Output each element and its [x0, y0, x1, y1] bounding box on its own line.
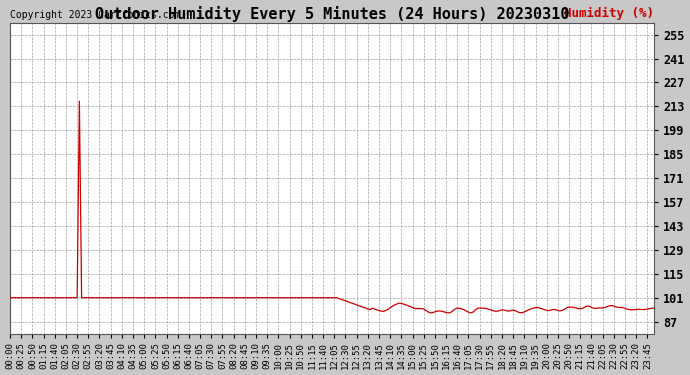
Text: Humidity (%): Humidity (%) — [564, 6, 654, 20]
Title: Outdoor Humidity Every 5 Minutes (24 Hours) 20230310: Outdoor Humidity Every 5 Minutes (24 Hou… — [95, 6, 569, 21]
Text: Copyright 2023 Cartronics.com: Copyright 2023 Cartronics.com — [10, 10, 180, 20]
